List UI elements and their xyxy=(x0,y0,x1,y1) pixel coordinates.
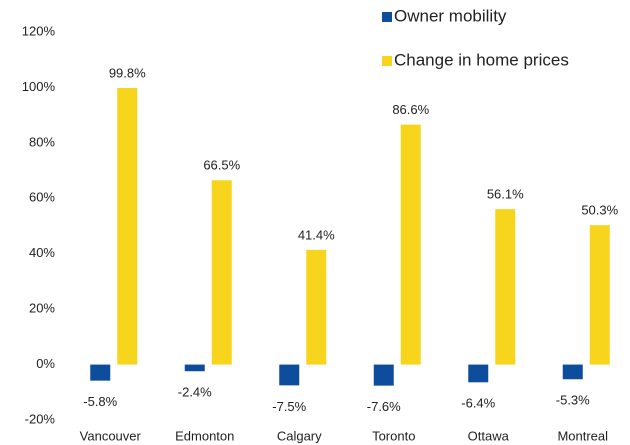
value-label: 50.3% xyxy=(581,203,618,218)
x-tick-label: Toronto xyxy=(372,428,415,443)
bar xyxy=(279,364,300,386)
y-tick-label: 120% xyxy=(22,23,56,38)
y-tick-label: 80% xyxy=(29,134,55,149)
bar xyxy=(373,364,394,386)
value-label: -7.6% xyxy=(367,399,401,414)
value-label: 86.6% xyxy=(392,102,429,117)
value-label: 41.4% xyxy=(298,227,335,242)
legend-label: Change in home prices xyxy=(394,50,569,69)
y-tick-label: 0% xyxy=(36,356,55,371)
x-tick-label: Vancouver xyxy=(80,428,142,443)
value-label: 56.1% xyxy=(487,187,524,202)
value-label: 66.5% xyxy=(203,158,240,173)
bar xyxy=(90,364,111,381)
value-label: 99.8% xyxy=(109,65,146,80)
value-label: -5.3% xyxy=(556,393,590,408)
y-tick-label: 100% xyxy=(22,79,56,94)
bar xyxy=(589,225,610,365)
x-tick-label: Ottawa xyxy=(468,428,510,443)
y-tick-label: 20% xyxy=(29,301,55,316)
legend-swatch xyxy=(382,12,392,22)
x-tick-label: Calgary xyxy=(277,428,322,443)
legend-label: Owner mobility xyxy=(394,6,507,25)
y-tick-label: 60% xyxy=(29,190,55,205)
value-label: -6.4% xyxy=(461,396,495,411)
x-tick-label: Edmonton xyxy=(175,428,234,443)
legend-swatch xyxy=(382,56,392,66)
value-label: -5.8% xyxy=(83,394,117,409)
bar xyxy=(117,87,138,365)
bar xyxy=(306,249,327,365)
bar xyxy=(468,364,489,383)
bar xyxy=(495,209,516,365)
y-tick-label: -20% xyxy=(25,411,56,426)
value-label: -2.4% xyxy=(178,385,212,400)
y-tick-label: 40% xyxy=(29,245,55,260)
bar xyxy=(184,364,205,372)
x-tick-label: Montreal xyxy=(557,428,608,443)
bar xyxy=(211,180,232,365)
bar xyxy=(562,364,583,380)
bar xyxy=(400,124,421,365)
value-label: -7.5% xyxy=(272,399,306,414)
